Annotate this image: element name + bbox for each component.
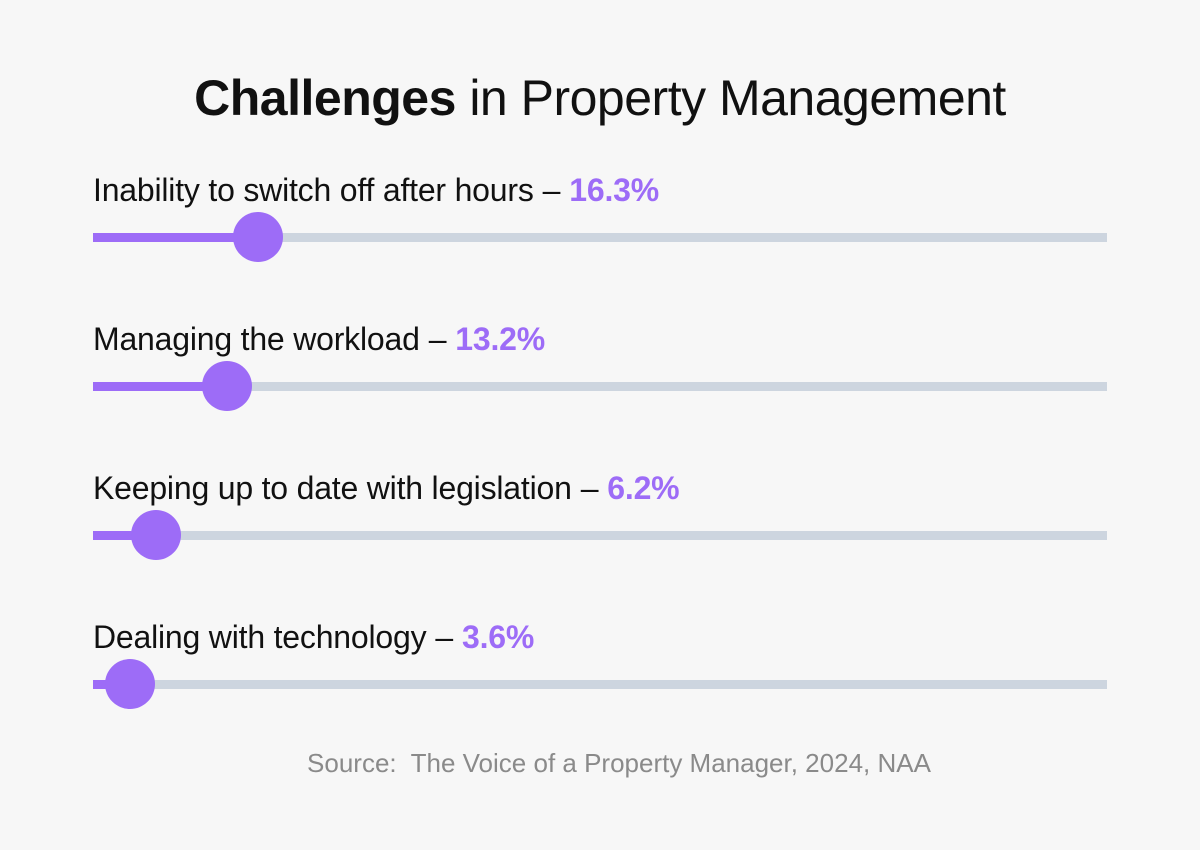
bar-label: Inability to switch off after hours — [93, 172, 534, 208]
bar-label-separator: – — [542, 172, 561, 208]
bar-row: Keeping up to date with legislation –6.2% — [93, 468, 1107, 578]
bar-row: Inability to switch off after hours –16.3… — [93, 170, 1107, 280]
bar-label: Dealing with technology — [93, 619, 427, 655]
bar-track — [93, 659, 1107, 709]
bar-knob — [130, 510, 181, 560]
bar-row-label: Keeping up to date with legislation –6.2% — [93, 468, 680, 508]
bar-fill — [93, 382, 227, 391]
bar-row-label: Inability to switch off after hours –16.3… — [93, 170, 659, 210]
bar-label: Keeping up to date with legislation — [93, 470, 572, 506]
bar-track — [93, 510, 1107, 560]
bar-label-separator: – — [435, 619, 453, 655]
bar-value-label: 6.2% — [607, 470, 680, 506]
bar-knob — [104, 659, 155, 709]
chart-title: Challenges in Property Management — [0, 66, 1200, 130]
chart-title-rest: in Property Management — [469, 70, 1006, 126]
bar-knob — [201, 361, 252, 411]
bar-label-separator: – — [580, 470, 599, 506]
bar-fill — [93, 233, 259, 242]
bar-label: Managing the workload — [93, 321, 420, 357]
chart-title-strong: Challenges — [194, 70, 456, 126]
bar-value-label: 16.3% — [569, 172, 659, 208]
bar-value-label: 13.2% — [455, 321, 546, 357]
bar-track — [93, 361, 1107, 411]
bar-fill — [93, 531, 156, 540]
bar-label-separator: – — [428, 321, 447, 357]
source-note: Source: The Voice of a Property Manager,… — [307, 748, 931, 778]
bar-row-label: Dealing with technology –3.6% — [93, 617, 534, 657]
bar-value-label: 3.6% — [462, 619, 535, 655]
bar-knob — [233, 212, 284, 262]
bar-track — [93, 212, 1107, 262]
bar-row: Dealing with technology –3.6% — [93, 617, 1107, 727]
bar-row-label: Managing the workload –13.2% — [93, 319, 545, 359]
bar-row: Managing the workload –13.2% — [93, 319, 1107, 429]
